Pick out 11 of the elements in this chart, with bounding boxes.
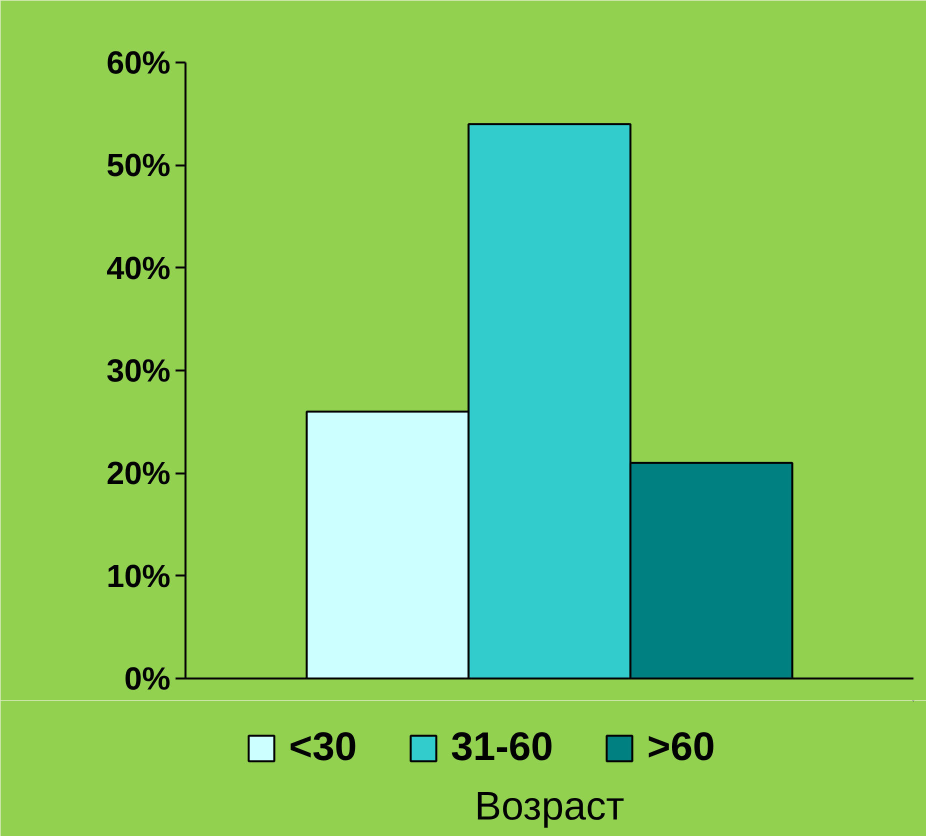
y-tick-label: 0% <box>124 660 170 696</box>
y-tick-label: 40% <box>106 250 170 286</box>
legend-label: 31-60 <box>450 725 554 770</box>
y-tick-label: 30% <box>106 352 170 388</box>
y-tick-label: 10% <box>106 558 170 594</box>
legend-label: <30 <box>289 725 357 770</box>
text: Возраст <box>474 784 624 828</box>
y-tick-label: 50% <box>106 147 170 184</box>
legend-label: >60 <box>647 725 716 770</box>
y-tick-label: 20% <box>106 455 170 492</box>
y-tick-label: 60% <box>106 44 170 80</box>
